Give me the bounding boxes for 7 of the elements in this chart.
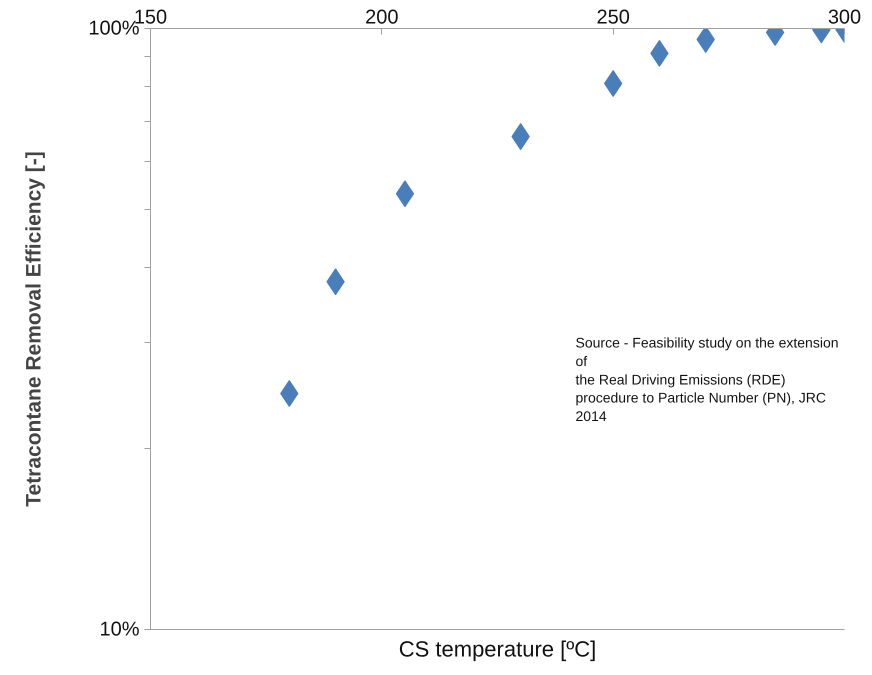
y-tick-label: 10%: [99, 618, 140, 640]
x-tick-label: 200: [365, 6, 399, 28]
y-axis-title: Tetracontane Removal Efficiency [-]: [22, 151, 46, 507]
x-axis-title: CS temperature [ºC]: [398, 636, 596, 662]
annotation: Source - Feasibility study on the extension of the Real Driving Emissions (RDE) procedure to Particle Number (PN), JRC 2014: [576, 334, 839, 424]
x-tick-label: 300: [828, 6, 862, 28]
x-tick-label: 250: [596, 6, 630, 28]
